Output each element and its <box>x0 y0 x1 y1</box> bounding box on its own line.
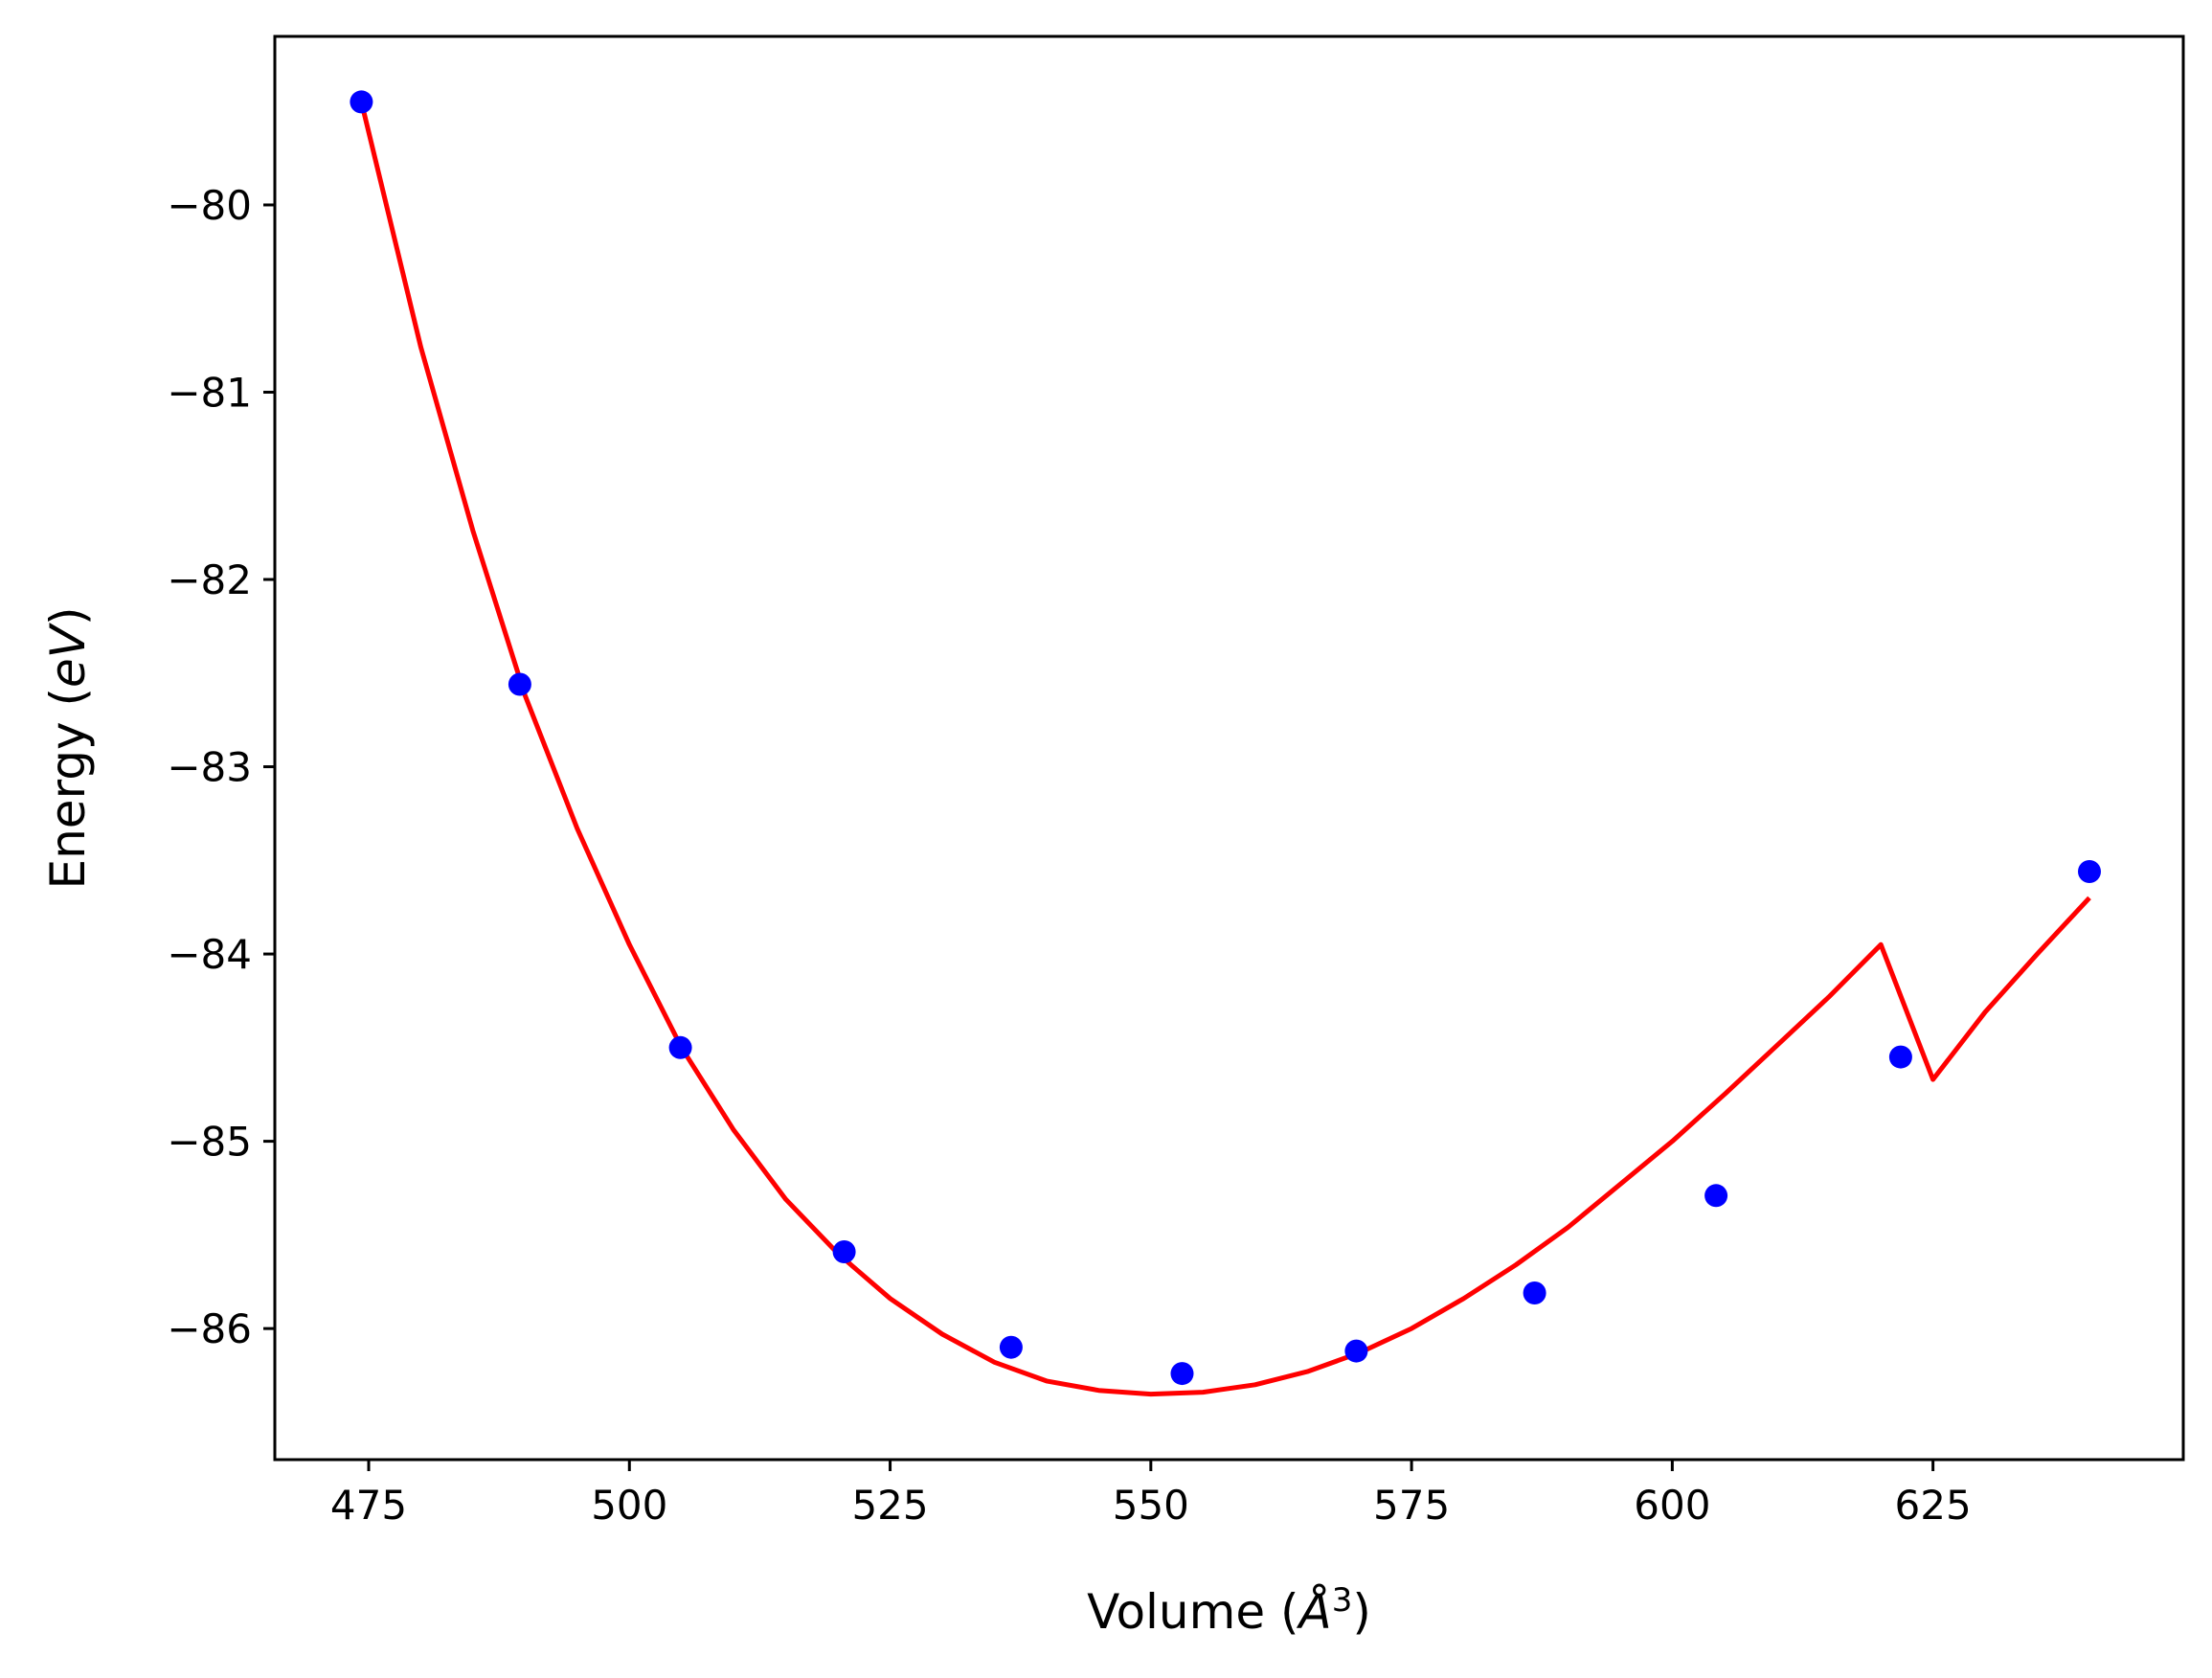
y-axis-title-prefix: Energy ( <box>40 688 96 889</box>
y-tick-label: −86 <box>167 1305 252 1352</box>
data-point <box>1170 1362 1194 1386</box>
data-point <box>832 1240 856 1263</box>
fit-line-layer <box>358 101 2091 1397</box>
y-tick-label: −85 <box>167 1119 252 1166</box>
x-tick-label: 525 <box>851 1482 928 1529</box>
x-tick-label: 625 <box>1895 1482 1972 1529</box>
x-axis-title: Volume (Å3) <box>1087 1581 1371 1640</box>
data-point <box>1344 1339 1368 1363</box>
data-point <box>1523 1281 1546 1304</box>
data-point <box>508 672 531 696</box>
x-axis-title-exponent: 3 <box>1332 1581 1353 1620</box>
x-axis-title-suffix: ) <box>1352 1584 1371 1640</box>
x-axis-ticks: 475 500 525 550 575 600 625 <box>330 1460 1972 1529</box>
data-point <box>1704 1184 1728 1208</box>
plot-area-frame <box>273 34 2185 1462</box>
y-tick-label: −83 <box>167 744 252 791</box>
x-axis-title-unit: Å <box>1297 1584 1332 1640</box>
x-axis-title-prefix: Volume ( <box>1087 1584 1298 1640</box>
x-tick-label: 575 <box>1373 1482 1450 1529</box>
data-point <box>2078 860 2101 883</box>
y-axis-title: Energy (eV) <box>40 607 96 890</box>
data-point <box>668 1035 692 1059</box>
data-points-layer <box>350 90 2101 1386</box>
fit-curve <box>358 101 2091 1397</box>
y-axis-ticks: −80 −81 −82 −83 −84 −85 −86 <box>167 182 275 1352</box>
data-point <box>999 1335 1023 1359</box>
x-tick-label: 475 <box>330 1482 407 1529</box>
x-tick-label: 600 <box>1634 1482 1710 1529</box>
y-axis-title-suffix: ) <box>40 607 96 626</box>
y-tick-label: −84 <box>167 931 252 978</box>
y-tick-label: −80 <box>167 182 252 229</box>
y-tick-label: −81 <box>167 370 252 417</box>
x-tick-label: 500 <box>591 1482 667 1529</box>
y-tick-label: −82 <box>167 556 252 603</box>
y-axis-title-unit: eV <box>40 622 96 688</box>
data-point <box>1888 1045 1912 1069</box>
x-tick-label: 550 <box>1113 1482 1189 1529</box>
data-point <box>350 90 373 114</box>
